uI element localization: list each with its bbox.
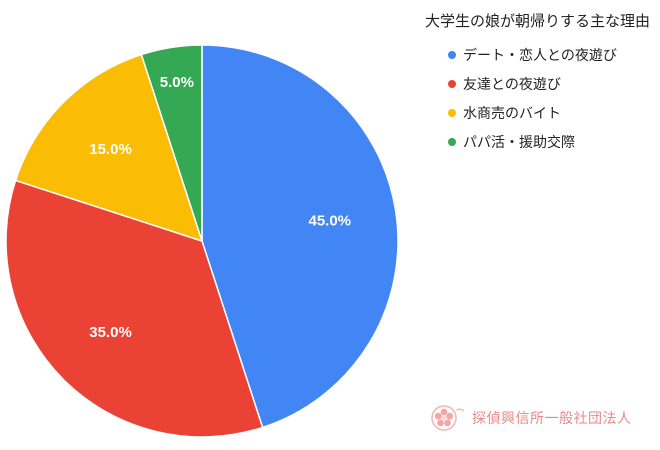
pie-label-papakatsu: 5.0% — [160, 74, 194, 91]
legend-item-date: デート・恋人との夜遊び — [448, 40, 617, 69]
pie-slice-papakatsu — [140, 44, 203, 242]
pie-slice-date — [201, 44, 399, 429]
legend-dot-date — [448, 50, 456, 59]
cherry-blossom-logo-icon — [431, 405, 465, 431]
legend-dot-papakatsu — [448, 137, 456, 146]
legend-label-friends: 友達との夜遊び — [463, 76, 561, 93]
legend-dot-nightwork — [448, 108, 456, 117]
legend-label-papakatsu: パパ活・援助交際 — [463, 134, 575, 151]
watermark: 探偵興信所一般社団法人 — [428, 402, 632, 434]
legend-item-papakatsu: パパ活・援助交際 — [448, 127, 617, 156]
legend-item-nightwork: 水商売のバイト — [448, 98, 617, 127]
legend-label-nightwork: 水商売のバイト — [463, 105, 561, 122]
pie-label-nightwork: 15.0% — [89, 141, 132, 158]
legend-item-friends: 友達との夜遊び — [448, 69, 617, 98]
watermark-text: 探偵興信所一般社団法人 — [472, 411, 632, 427]
pie-label-friends: 35.0% — [89, 324, 132, 341]
chart-legend: デート・恋人との夜遊び 友達との夜遊び 水商売のバイト パパ活・援助交際 — [448, 40, 617, 156]
pie-slice-nightwork — [14, 53, 204, 243]
pie-label-date: 45.0% — [308, 212, 351, 229]
chart-title: 大学生の娘が朝帰りする主な理由 — [424, 12, 650, 30]
legend-dot-friends — [448, 79, 456, 88]
legend-label-date: デート・恋人との夜遊び — [463, 47, 617, 64]
pie-slice-friends — [5, 179, 264, 438]
